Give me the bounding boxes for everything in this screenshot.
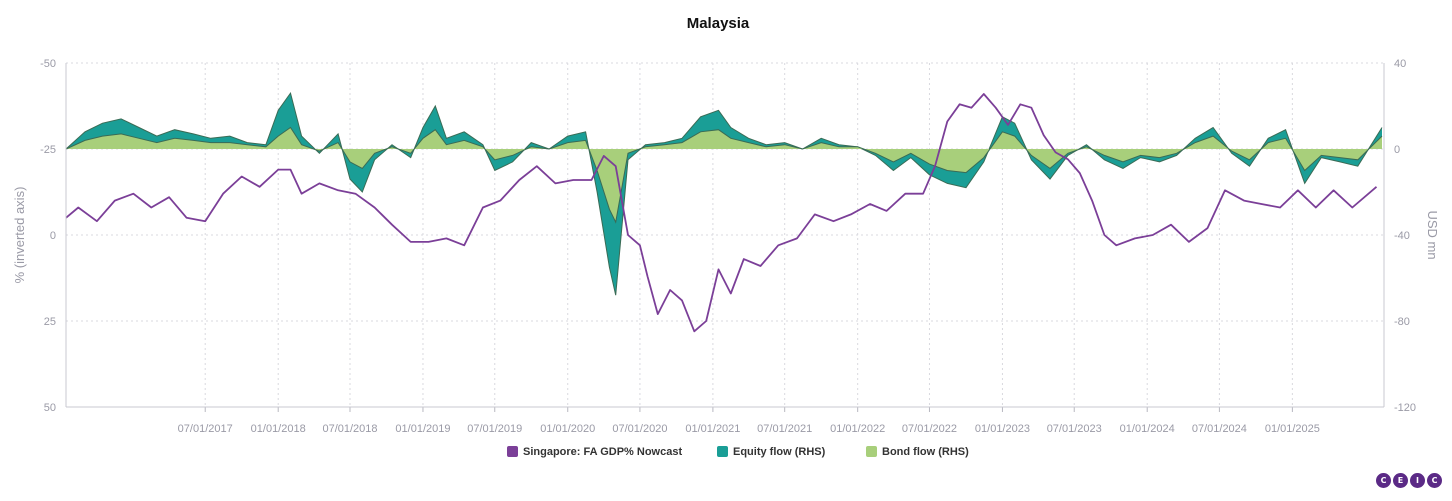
legend-label: Bond flow (RHS) xyxy=(882,446,969,458)
x-tick-label: 07/01/2020 xyxy=(612,423,667,435)
left-tick-label: 0 xyxy=(50,230,56,242)
x-tick-label: 01/01/2018 xyxy=(251,423,306,435)
right-tick-label: 0 xyxy=(1394,144,1400,156)
logo-letter: C xyxy=(1376,473,1391,488)
x-tick-label: 01/01/2024 xyxy=(1120,423,1175,435)
right-tick-label: -120 xyxy=(1394,402,1416,414)
x-tick-label: 07/01/2017 xyxy=(178,423,233,435)
right-tick-label: 40 xyxy=(1394,58,1406,70)
logo-letter: C xyxy=(1427,473,1442,488)
left-tick-label: 50 xyxy=(44,402,56,414)
left-axis-title: % (inverted axis) xyxy=(12,187,27,284)
x-tick-label: 07/01/2022 xyxy=(902,423,957,435)
x-tick-label: 07/01/2024 xyxy=(1192,423,1247,435)
x-tick-label: 07/01/2019 xyxy=(467,423,522,435)
x-tick-label: 01/01/2020 xyxy=(540,423,595,435)
right-tick-label: -80 xyxy=(1394,316,1410,328)
logo-letter: I xyxy=(1410,473,1425,488)
legend-label: Equity flow (RHS) xyxy=(733,446,826,458)
x-tick-label: 01/01/2025 xyxy=(1265,423,1320,435)
area-equity-flow-rhs- xyxy=(66,93,1382,295)
right-tick-label: -40 xyxy=(1394,230,1410,242)
chart-title: Malaysia xyxy=(687,15,750,32)
area-bond-flow-rhs- xyxy=(66,128,1382,223)
legend-label: Singapore: FA GDP% Nowcast xyxy=(523,446,682,458)
axis-layer: -50 -25 0 25 50 40 0 -40 -80 -120 07/01/2017 01/01/… xyxy=(40,58,1416,435)
x-tick-label: 07/01/2023 xyxy=(1047,423,1102,435)
x-tick-label: 07/01/2021 xyxy=(757,423,812,435)
left-tick-label: -50 xyxy=(40,58,56,70)
area-layer xyxy=(66,93,1382,295)
legend-swatch xyxy=(507,446,518,457)
legend-swatch xyxy=(866,446,877,457)
legend-swatch xyxy=(717,446,728,457)
grid-layer xyxy=(66,63,1384,407)
x-tick-label: 01/01/2021 xyxy=(685,423,740,435)
x-tick-label: 01/01/2022 xyxy=(830,423,885,435)
right-axis-title: USD mn xyxy=(1425,210,1440,259)
left-tick-label: 25 xyxy=(44,316,56,328)
x-tick-label: 01/01/2023 xyxy=(975,423,1030,435)
left-tick-label: -25 xyxy=(40,144,56,156)
logo-letter: E xyxy=(1393,473,1408,488)
legend: Singapore: FA GDP% Nowcast Equity flow (R… xyxy=(507,446,969,458)
x-tick-label: 01/01/2019 xyxy=(395,423,450,435)
x-tick-label: 07/01/2018 xyxy=(322,423,377,435)
